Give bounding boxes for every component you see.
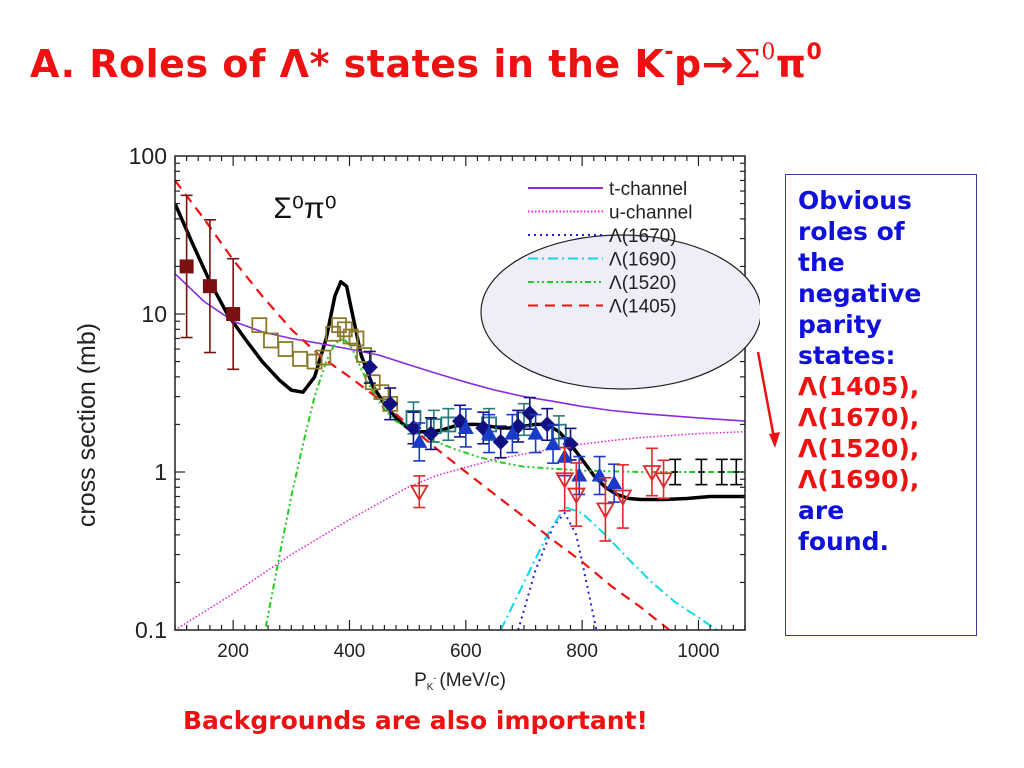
- y-tick-label: 100: [129, 143, 167, 169]
- inset-label: Σ⁰π⁰: [273, 192, 336, 225]
- data-point: [361, 359, 378, 376]
- data-point: [331, 317, 347, 334]
- cross-section-chart: 0.1 1 10 100 200 400 600 800 1000 t-channel u-cha…: [73, 143, 760, 693]
- data-point: [202, 279, 217, 294]
- data-point: [179, 259, 194, 274]
- data-point: [364, 374, 381, 391]
- data-point: [606, 475, 623, 490]
- x-tick-label: 400: [334, 641, 366, 662]
- x-tick-label: 600: [450, 641, 482, 662]
- data-point: [654, 472, 674, 490]
- data-point: [356, 347, 372, 363]
- y-tick-label: 1: [154, 459, 167, 485]
- annotation-line: roles of: [798, 217, 905, 246]
- legend-label: u-channel: [609, 203, 692, 224]
- annotation-line: Obvious: [798, 186, 912, 215]
- data-point: [613, 489, 633, 507]
- y-tick-label: 0.1: [135, 617, 167, 643]
- annotation-box: Obvious roles of the negative parity states: Λ…: [785, 174, 977, 636]
- data-point: [555, 472, 575, 490]
- data-point: [566, 487, 586, 505]
- slide-title: A. Roles of Λ* states in the K-p→Σ0π0: [30, 40, 823, 87]
- series-line-total: [175, 202, 745, 502]
- annotation-line: parity: [798, 310, 882, 339]
- data-point: [504, 425, 521, 440]
- data-point: [457, 419, 474, 434]
- data-point: [263, 332, 279, 349]
- annotation-line: Λ(1405),: [798, 372, 920, 401]
- annotation-line: found.: [798, 527, 890, 556]
- annotation-line: Λ(1520),: [798, 434, 920, 463]
- data-point: [411, 433, 428, 448]
- data-point: [527, 425, 544, 440]
- y-axis-label: cross section (mb): [73, 323, 101, 527]
- data-point: [348, 330, 365, 347]
- data-point: [306, 353, 323, 370]
- data-point: [342, 328, 359, 345]
- series-line--1670-: [517, 512, 598, 630]
- series-line-u-channel: [175, 430, 745, 630]
- data-point: [545, 436, 562, 451]
- data-point: [373, 384, 390, 401]
- data-point: [382, 395, 399, 412]
- data-point: [481, 425, 498, 440]
- legend-label: Λ(1520): [609, 273, 677, 294]
- annotation-line: negative: [798, 279, 922, 308]
- legend-label: t-channel: [609, 179, 687, 200]
- highlight-ellipse: [480, 234, 760, 390]
- data-point: [492, 433, 509, 450]
- data-point: [571, 467, 588, 482]
- x-tick-label: 200: [217, 641, 249, 662]
- x-axis-label: PK- (MeV/c): [414, 670, 506, 693]
- data-point: [226, 307, 241, 321]
- data-point: [251, 317, 268, 334]
- data-point: [409, 484, 429, 502]
- legend-label: Λ(1405): [609, 297, 677, 318]
- annotation-line: the: [798, 248, 845, 277]
- series-line--1520-: [264, 337, 745, 630]
- data-point: [325, 325, 342, 342]
- annotation-line: Λ(1690),: [798, 465, 920, 494]
- data-point: [405, 419, 422, 436]
- annotation-line: are: [798, 496, 845, 525]
- x-tick-label: 1000: [677, 641, 719, 662]
- data-point: [595, 502, 615, 520]
- annotation-line: states:: [798, 341, 896, 370]
- data-point: [315, 349, 332, 366]
- legend-label: Λ(1690): [609, 250, 677, 271]
- caption-text: Backgrounds are also important!: [183, 706, 648, 735]
- data-point: [422, 425, 439, 442]
- annotation-line: Λ(1670),: [798, 403, 920, 432]
- y-tick-label: 10: [141, 301, 167, 327]
- data-point: [521, 405, 538, 422]
- legend-label: Λ(1670): [609, 226, 677, 247]
- x-tick-label: 800: [566, 641, 598, 662]
- plot-frame: [174, 155, 746, 631]
- data-point: [277, 341, 294, 357]
